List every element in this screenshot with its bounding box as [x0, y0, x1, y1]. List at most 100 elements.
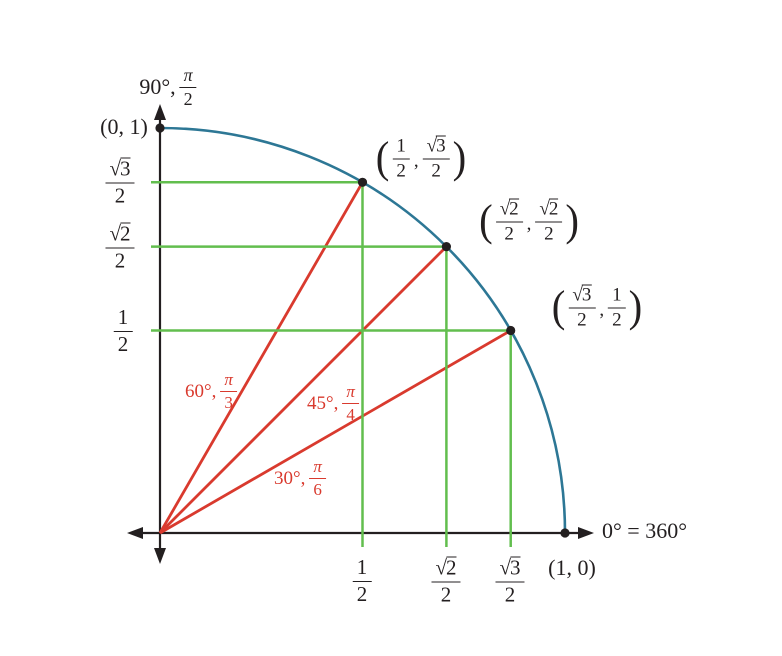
fraction-denominator: 2	[504, 582, 516, 607]
radical-sign: √	[426, 135, 438, 157]
radicand: 3	[510, 555, 521, 580]
fraction-denominator: 4	[346, 405, 355, 424]
pi-symbol: π	[183, 65, 193, 85]
y-tick-sqrt2-over-2: √ 2 2	[105, 221, 135, 273]
radicand: 2	[509, 198, 519, 220]
x-intercept-label: (1, 0)	[548, 557, 596, 579]
fraction-denominator: 2	[577, 309, 587, 331]
fraction: √ 3 2	[105, 156, 135, 208]
radicand: 3	[120, 156, 131, 181]
radius-line-60deg	[158, 181, 364, 534]
radical-sign: √	[539, 198, 550, 220]
fraction-numerator: 1	[117, 305, 129, 329]
y-axis-radian-fraction: π 2	[179, 65, 197, 109]
y-fraction: √ 2 2	[535, 198, 563, 245]
fraction: 1 2	[113, 305, 133, 355]
x-axis-arrow-right-icon	[578, 527, 594, 539]
fraction-denominator: 2	[440, 582, 452, 607]
point-dot-1-0	[560, 528, 570, 538]
comma: ,	[599, 299, 605, 321]
y-axis-arrow-down-icon	[154, 548, 166, 564]
y-fraction: 1 2	[608, 285, 626, 329]
x-axis-angle-text: 0° = 360°	[602, 518, 688, 543]
fraction-denominator: 3	[224, 393, 233, 412]
x-fraction: √ 2 2	[495, 198, 523, 245]
close-paren: )	[565, 195, 579, 245]
y-intercept-label: (0, 1)	[100, 116, 148, 138]
point-dot-60deg	[357, 177, 368, 187]
y-axis-angle-label: 90°, π 2	[139, 65, 197, 109]
fraction-numerator: 1	[356, 555, 368, 579]
y-axis-degree-text: 90°,	[139, 74, 176, 99]
fraction-denominator: 2	[431, 160, 441, 182]
x-intercept-text: (1, 0)	[548, 555, 596, 580]
x-tick-sqrt3-over-2: √ 3 2	[495, 555, 525, 607]
x-fraction: 1 2	[392, 136, 410, 180]
fraction: 1 2	[352, 555, 372, 606]
pi-symbol: π	[313, 457, 322, 476]
angle-label-45deg: 45°, π 4	[307, 383, 359, 423]
fraction-numerator: 1	[612, 284, 622, 305]
radical-sign: √	[109, 221, 122, 246]
close-paren: )	[452, 132, 467, 182]
radical-sign: √	[109, 156, 122, 181]
radicand: 3	[436, 135, 446, 157]
radius-line-30deg	[159, 329, 512, 535]
angle-label-60deg: 60°, π 3	[185, 371, 237, 411]
comma: ,	[413, 150, 419, 172]
radicand: 2	[548, 198, 559, 220]
radical-sign: √	[499, 555, 512, 580]
fraction-denominator: 2	[114, 183, 126, 208]
x-axis-angle-label: 0° = 360°	[602, 520, 687, 542]
point-dot-30deg	[506, 325, 516, 336]
x-tick-1-over-2: 1 2	[352, 555, 372, 606]
angle-radian-fraction: π 4	[342, 383, 359, 423]
angle-label-30deg: 30°, π 6	[274, 458, 326, 498]
y-tick-1-over-2: 1 2	[113, 305, 133, 355]
point-label-45deg: ( √ 2 2 , √ 2 2 )	[479, 195, 579, 245]
open-paren: (	[479, 195, 493, 245]
radical-sign: √	[435, 555, 448, 580]
fraction-denominator: 2	[396, 160, 406, 181]
fraction-denominator: 2	[612, 309, 622, 330]
fraction-denominator: 2	[504, 223, 514, 245]
pi-symbol: π	[346, 382, 355, 401]
point-dot-45deg	[441, 242, 451, 252]
fraction-numerator: 1	[396, 135, 406, 156]
radical-sign: √	[499, 198, 511, 220]
x-axis-arrow-left-icon	[127, 527, 143, 539]
angle-radian-fraction: π 3	[220, 371, 237, 411]
fraction-denominator: 2	[183, 89, 193, 109]
fraction-denominator: 2	[114, 248, 126, 273]
angle-degree-text: 60°,	[185, 380, 217, 402]
y-intercept-text: (0, 1)	[100, 114, 148, 139]
angle-degree-text: 45°,	[307, 392, 339, 414]
y-fraction: √ 3 2	[422, 135, 450, 182]
fraction-denominator: 2	[544, 223, 554, 245]
x-fraction: √ 3 2	[568, 284, 596, 331]
y-axis-arrow-up-icon	[154, 104, 166, 120]
angle-degree-text: 30°,	[274, 467, 306, 489]
fraction: √ 3 2	[495, 555, 525, 607]
open-paren: (	[375, 132, 390, 182]
fraction-denominator: 6	[313, 480, 322, 499]
angle-radian-fraction: π 6	[309, 458, 326, 498]
radicand: 2	[120, 221, 131, 246]
radius-line-45deg	[159, 245, 448, 534]
fraction: √ 2 2	[431, 555, 461, 607]
comma: ,	[526, 213, 532, 235]
close-paren: )	[628, 281, 643, 331]
point-dot-0-1	[155, 123, 165, 133]
point-label-60deg: ( 1 2 , √ 3 2 )	[375, 132, 467, 182]
radicand: 3	[581, 284, 592, 306]
x-tick-sqrt2-over-2: √ 2 2	[431, 555, 461, 607]
open-paren: (	[551, 281, 566, 331]
point-label-30deg: ( √ 3 2 , 1 2 )	[551, 281, 643, 331]
y-tick-sqrt3-over-2: √ 3 2	[105, 156, 135, 208]
radicand: 2	[446, 555, 457, 580]
fraction: √ 2 2	[105, 221, 135, 273]
fraction-denominator: 2	[356, 582, 368, 606]
pi-symbol: π	[224, 370, 233, 389]
